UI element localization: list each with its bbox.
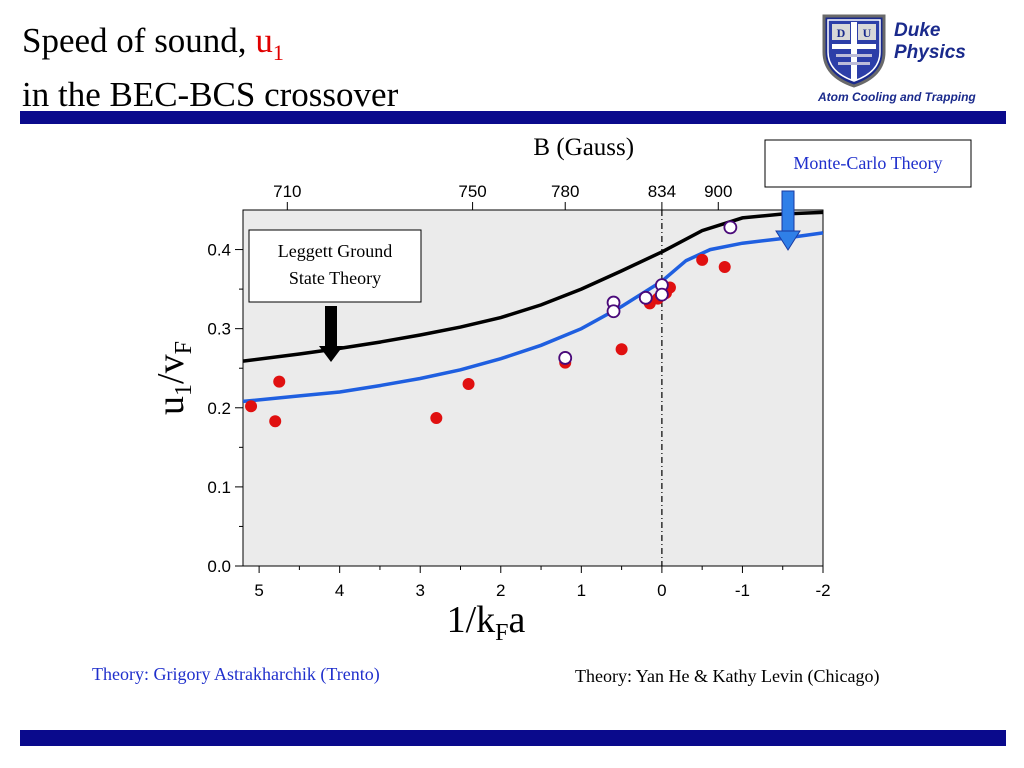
monte-carlo-annotation-text: Monte-Carlo Theory bbox=[793, 153, 942, 173]
top-axis-label: B (Gauss) bbox=[533, 134, 634, 161]
y-axis-label: u1/vF bbox=[150, 341, 197, 415]
x-label-sub: F bbox=[495, 620, 508, 646]
open-data-point bbox=[638, 290, 653, 305]
title-symbol-subscript: 1 bbox=[272, 40, 284, 65]
x-tick-label: 3 bbox=[415, 581, 424, 600]
title-line-1: Speed of sound, u1 bbox=[22, 20, 398, 74]
slide-title: Speed of sound, u1 in the BEC-BCS crosso… bbox=[22, 20, 398, 116]
header-divider bbox=[20, 111, 1006, 124]
title-symbol-letter: u bbox=[255, 21, 273, 60]
footer-divider bbox=[20, 730, 1006, 746]
credit-he-levin: Theory: Yan He & Kathy Levin (Chicago) bbox=[575, 666, 880, 686]
experiment-point bbox=[696, 253, 709, 266]
title-text: Speed of sound, bbox=[22, 21, 256, 60]
x-label-main: 1/k bbox=[447, 599, 496, 641]
top-tick-label: 900 bbox=[704, 182, 732, 201]
leggett-annotation-line1: Leggett Ground bbox=[278, 241, 392, 261]
open-data-point bbox=[558, 351, 573, 365]
leggett-annotation-line2: State Theory bbox=[289, 268, 381, 288]
open-data-point bbox=[723, 220, 738, 235]
x-tick-label: 1 bbox=[577, 581, 586, 600]
y-tick-label: 0.3 bbox=[207, 320, 231, 339]
y-tick-label: 0.0 bbox=[207, 557, 231, 576]
monte-carlo-annotation-box bbox=[764, 139, 972, 188]
x-tick-label: -1 bbox=[735, 581, 750, 600]
experiment-point bbox=[245, 400, 258, 413]
top-tick-label: 834 bbox=[648, 182, 676, 201]
top-tick-label: 750 bbox=[458, 182, 486, 201]
experiment-point bbox=[269, 415, 282, 428]
duke-physics-logo: D U Duke Physics Atom Cooling and Trappi… bbox=[812, 6, 1012, 108]
y-tick-label: 0.2 bbox=[207, 399, 231, 418]
y-tick-label: 0.1 bbox=[207, 478, 231, 497]
x-tick-label: 4 bbox=[335, 581, 344, 600]
y-label-sub1: 1 bbox=[171, 384, 197, 396]
top-tick-label: 780 bbox=[551, 182, 579, 201]
open-data-point bbox=[606, 304, 621, 319]
experiment-point bbox=[718, 260, 731, 273]
open-data-point bbox=[654, 287, 669, 302]
leggett-arrow-head bbox=[319, 346, 343, 362]
leggett-annotation-box bbox=[248, 229, 422, 303]
top-tick-label: 710 bbox=[273, 182, 301, 201]
y-label-slash: /v bbox=[150, 354, 192, 384]
y-label-sub2: F bbox=[171, 341, 197, 354]
x-tick-label: 5 bbox=[254, 581, 263, 600]
logo-name: Duke Physics bbox=[894, 20, 966, 64]
monte-carlo-arrow-shaft bbox=[781, 190, 795, 234]
x-label-end: a bbox=[509, 599, 526, 641]
experiment-point bbox=[273, 375, 286, 388]
logo-subtitle: Atom Cooling and Trapping bbox=[818, 90, 976, 104]
logo-letter-d: D bbox=[837, 26, 846, 40]
y-tick-label: 0.4 bbox=[207, 241, 231, 260]
experiment-point bbox=[615, 343, 628, 356]
y-label-main: u bbox=[150, 396, 192, 415]
x-tick-label: 0 bbox=[657, 581, 666, 600]
logo-name-line2: Physics bbox=[894, 42, 966, 63]
monte-carlo-arrow-head bbox=[775, 230, 801, 251]
monte-carlo-curve bbox=[242, 231, 824, 404]
title-symbol: u1 bbox=[255, 21, 284, 65]
title-line-2: in the BEC-BCS crossover bbox=[22, 75, 399, 114]
logo-letter-u: U bbox=[863, 26, 872, 40]
x-axis-label: 1/kFa bbox=[447, 599, 526, 646]
x-tick-label: -2 bbox=[815, 581, 830, 600]
logo-name-line1: Duke bbox=[894, 20, 941, 41]
x-tick-label: 2 bbox=[496, 581, 505, 600]
speed-of-sound-chart: 5 4 3 2 1 0 -1 -2 0.0 0.1 0.2 0.3 0.4 710 750 780 834 900… bbox=[150, 134, 972, 646]
experiment-point bbox=[462, 378, 475, 391]
duke-shield-icon: D U bbox=[822, 14, 886, 88]
credit-astrakharchik: Theory: Grigory Astrakharchik (Trento) bbox=[92, 664, 380, 684]
experiment-point bbox=[430, 412, 443, 425]
leggett-arrow-shaft bbox=[325, 306, 337, 348]
